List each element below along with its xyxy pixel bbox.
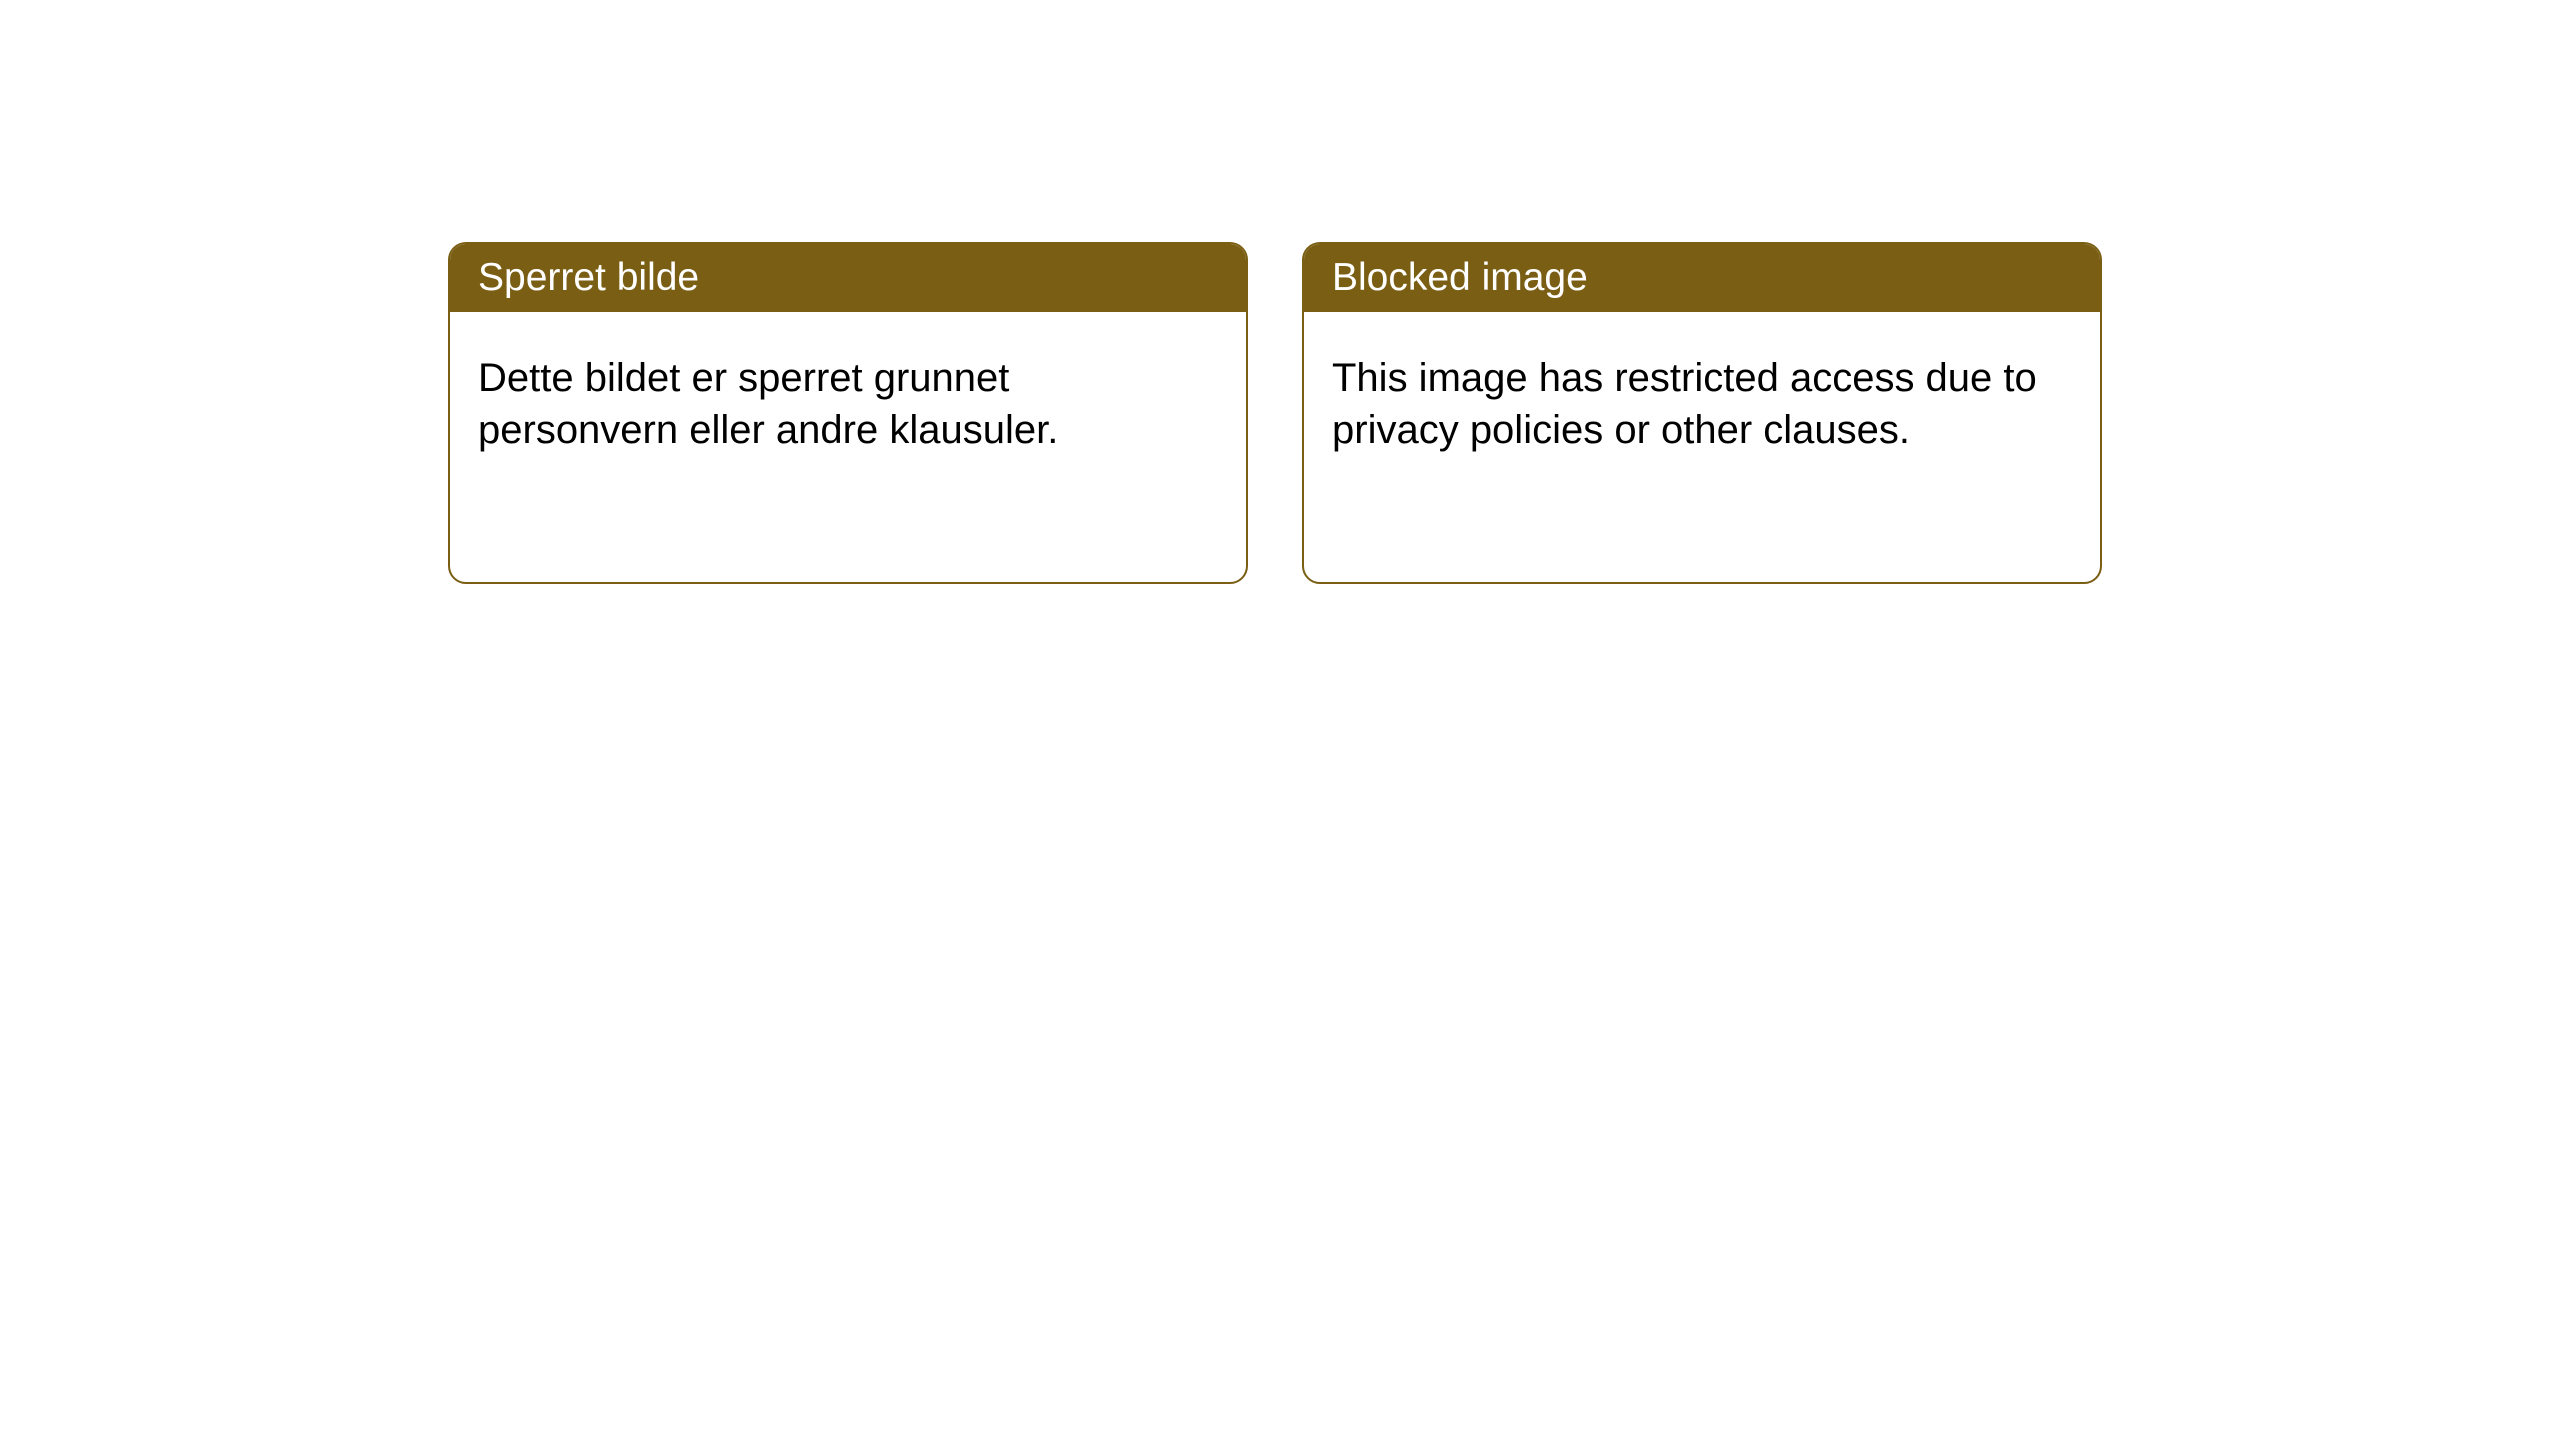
message-cards-container: Sperret bilde Dette bildet er sperret gr… — [0, 0, 2560, 584]
card-body: This image has restricted access due to … — [1304, 312, 2100, 582]
card-header: Blocked image — [1304, 244, 2100, 312]
card-message: Dette bildet er sperret grunnet personve… — [478, 352, 1218, 456]
card-message: This image has restricted access due to … — [1332, 352, 2072, 456]
blocked-image-card-english: Blocked image This image has restricted … — [1302, 242, 2102, 584]
card-title: Blocked image — [1332, 256, 1588, 299]
blocked-image-card-norwegian: Sperret bilde Dette bildet er sperret gr… — [448, 242, 1248, 584]
card-body: Dette bildet er sperret grunnet personve… — [450, 312, 1246, 582]
card-header: Sperret bilde — [450, 244, 1246, 312]
card-title: Sperret bilde — [478, 256, 699, 299]
